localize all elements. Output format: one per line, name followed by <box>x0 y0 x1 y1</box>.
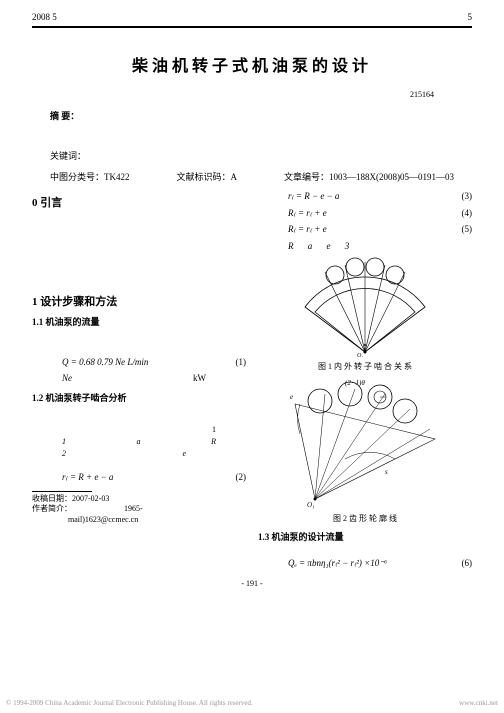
svg-text:s: s <box>385 468 388 476</box>
equation-4: R₍ = r₍ + e (4) <box>258 207 472 221</box>
fig2-label-theta: (2−1)θ <box>345 379 365 387</box>
params: R a e 3 <box>258 240 472 254</box>
author-email: mail)1623@ccmec.cn <box>32 515 246 525</box>
docid: 文献标识码：A <box>176 170 237 183</box>
figure-1: O₁ <box>258 257 472 357</box>
page-number: - 191 - <box>0 579 504 588</box>
sparse-row: 1 a R <box>32 436 246 448</box>
header-left: 2008 5 <box>32 12 57 22</box>
copyright-left: © 1994-2009 China Academic Journal Elect… <box>6 699 253 707</box>
fig2-label-o1: O₁ <box>307 501 315 509</box>
clc: 中图分类号：TK422 <box>50 170 130 183</box>
abstract-label: 摘 要： <box>50 111 79 121</box>
figure-1-caption: 图 1 内 外 转 子 啮 合 关 系 <box>258 361 472 373</box>
paper-title: 柴油机转子式机油泵的设计 <box>0 52 504 76</box>
footer-block: 收稿日期：2007-02-03 作者简介： 1965- mail)1623@cc… <box>32 494 246 525</box>
right-column: r₍ = R − e − a (3) R₍ = r₍ + e (4) R₍ = … <box>258 187 472 573</box>
sparse-1: 1 <box>32 424 246 436</box>
section-1: 1 设计步骤和方法 <box>32 294 246 311</box>
footer-rule <box>32 491 92 492</box>
figure-2-caption: 图 2 齿 形 轮 廓 线 <box>258 513 472 525</box>
class-row: 中图分类号：TK422 文献标识码：A 文章编号：1003—188X(2008)… <box>0 166 504 187</box>
left-column: 0 引言 1 设计步骤和方法 1.1 机油泵的流量 Q = 0.68 0.79 … <box>32 187 246 573</box>
equation-1: Q = 0.68 0.79 Ne L/min (1) <box>32 356 246 370</box>
rotor-mesh-diagram: O₁ <box>295 257 435 357</box>
equation-5: R₍ = r₍ + e (5) <box>258 223 472 237</box>
abstract-block: 摘 要： <box>0 109 504 123</box>
equation-3: r₍ = R − e − a (3) <box>258 190 472 204</box>
section-1-2: 1.2 机油泵转子啮合分析 <box>32 392 246 406</box>
author-info: 作者简介： 1965- <box>32 504 246 514</box>
tooth-profile-diagram: e (2−1)θ O₁ s <box>285 379 445 509</box>
section-1-3: 1.3 机油泵的设计流量 <box>258 531 472 545</box>
body-columns: 0 引言 1 设计步骤和方法 1.1 机油泵的流量 Q = 0.68 0.79 … <box>0 187 504 573</box>
section-0: 0 引言 <box>32 195 246 212</box>
fig2-label-e: e <box>290 393 293 401</box>
keywords-label: 关键词： <box>50 151 86 161</box>
section-1-1: 1.1 机油泵的流量 <box>32 316 246 330</box>
zipcode: 215164 <box>0 90 504 99</box>
sparse-row-2: 2 e <box>32 448 246 460</box>
header-rule <box>32 26 472 28</box>
keywords-row: 关键词： <box>0 145 504 166</box>
recv-date: 收稿日期：2007-02-03 <box>32 494 246 504</box>
equation-6: Qₑ = πbnη₁(r₍² − r₍²) ×10⁻⁶ (6) <box>258 557 472 571</box>
artid: 文章编号：1003—188X(2008)05—0191—03 <box>284 170 454 183</box>
figure-2: e (2−1)θ O₁ s <box>258 379 472 509</box>
page-header: 2008 5 5 <box>0 0 504 26</box>
equation-2: r₍ = R + e − a (2) <box>32 471 246 485</box>
copyright-footer: © 1994-2009 China Academic Journal Elect… <box>6 699 498 707</box>
header-right: 5 <box>468 12 473 22</box>
copyright-right: www.cnki.net <box>459 699 498 707</box>
svg-text:O₁: O₁ <box>357 353 363 357</box>
ne-row: Ne kW <box>32 372 246 386</box>
